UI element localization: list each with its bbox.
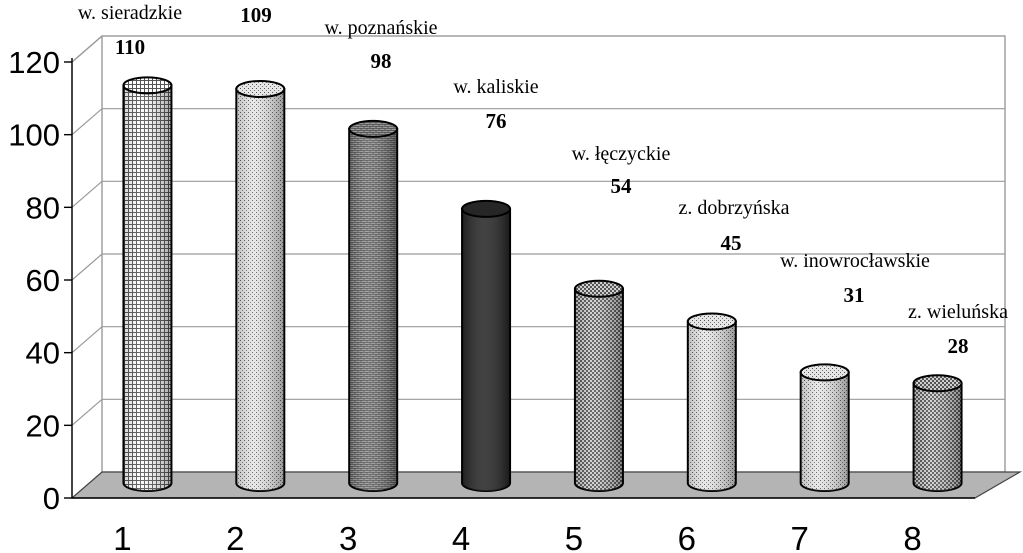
x-tick-label: 6 bbox=[678, 520, 696, 553]
bar-name-label: z. dobrzyńska bbox=[678, 197, 789, 219]
y-tick-label: 20 bbox=[26, 408, 60, 443]
bar-top bbox=[461, 199, 512, 218]
floor-plane bbox=[70, 471, 1023, 499]
bar-shading bbox=[574, 288, 623, 491]
data-label: 54 bbox=[611, 174, 633, 198]
y-tick-label: 120 bbox=[8, 45, 60, 80]
bar-name-label: w. inowrocławskie bbox=[780, 250, 930, 272]
x-tick-label: 1 bbox=[113, 520, 131, 553]
x-tick-label: 4 bbox=[452, 520, 470, 553]
bar-name-label: w. sieradzkie bbox=[78, 2, 182, 24]
bar-shading bbox=[236, 88, 285, 491]
data-label: 28 bbox=[948, 334, 969, 358]
bar-shading bbox=[913, 383, 962, 491]
bar-top bbox=[348, 119, 399, 138]
gridline bbox=[71, 35, 1005, 63]
y-axis: 0 20 40 60 80 100 120 bbox=[8, 45, 975, 516]
bar-top bbox=[573, 279, 624, 298]
data-label: 109 bbox=[240, 3, 272, 27]
x-tick-label: 3 bbox=[339, 520, 357, 553]
gridline bbox=[71, 180, 1005, 208]
bar-shading bbox=[687, 321, 736, 491]
x-tick-label: 8 bbox=[903, 520, 921, 553]
bar-name-label: w. kaliskie bbox=[453, 76, 538, 98]
bar-2 bbox=[235, 79, 286, 492]
bar-7 bbox=[799, 363, 850, 492]
bar-4 bbox=[461, 199, 512, 492]
bar-shading bbox=[800, 372, 849, 491]
bar-shading bbox=[349, 128, 398, 491]
data-label: 76 bbox=[486, 109, 507, 133]
bar-8 bbox=[912, 374, 963, 492]
bar-shading bbox=[123, 85, 172, 491]
y-tick-label: 100 bbox=[8, 118, 60, 153]
bar-top bbox=[912, 374, 963, 393]
bar-5 bbox=[573, 279, 624, 492]
data-label: 45 bbox=[721, 231, 742, 255]
bar-shading bbox=[462, 208, 511, 491]
y-tick-label: 80 bbox=[26, 190, 60, 225]
y-tick-label: 60 bbox=[26, 263, 60, 298]
bar-name-label: w. poznańskie bbox=[324, 17, 437, 39]
data-label: 110 bbox=[115, 35, 145, 59]
gridline bbox=[71, 108, 1005, 136]
y-tick-label: 0 bbox=[43, 481, 60, 516]
bar-3 bbox=[348, 119, 399, 492]
y-tick-label: 40 bbox=[26, 336, 60, 371]
bar-name-label: z. wieluńska bbox=[908, 301, 1008, 323]
bar-top bbox=[122, 76, 173, 95]
gridline bbox=[71, 253, 1005, 281]
bar-1 bbox=[122, 76, 173, 492]
x-tick-label: 2 bbox=[226, 520, 244, 553]
bars bbox=[122, 76, 963, 492]
plot-floor bbox=[70, 471, 1023, 499]
bar-top bbox=[799, 363, 850, 382]
bar-6 bbox=[686, 312, 737, 492]
bar-name-label: w. łęczyckie bbox=[572, 143, 671, 165]
bar-top bbox=[686, 312, 737, 331]
data-label: 98 bbox=[371, 49, 392, 73]
x-tick-label: 7 bbox=[791, 520, 809, 553]
bar-top bbox=[235, 79, 286, 98]
data-label: 31 bbox=[844, 283, 865, 307]
x-tick-label: 5 bbox=[565, 520, 583, 553]
